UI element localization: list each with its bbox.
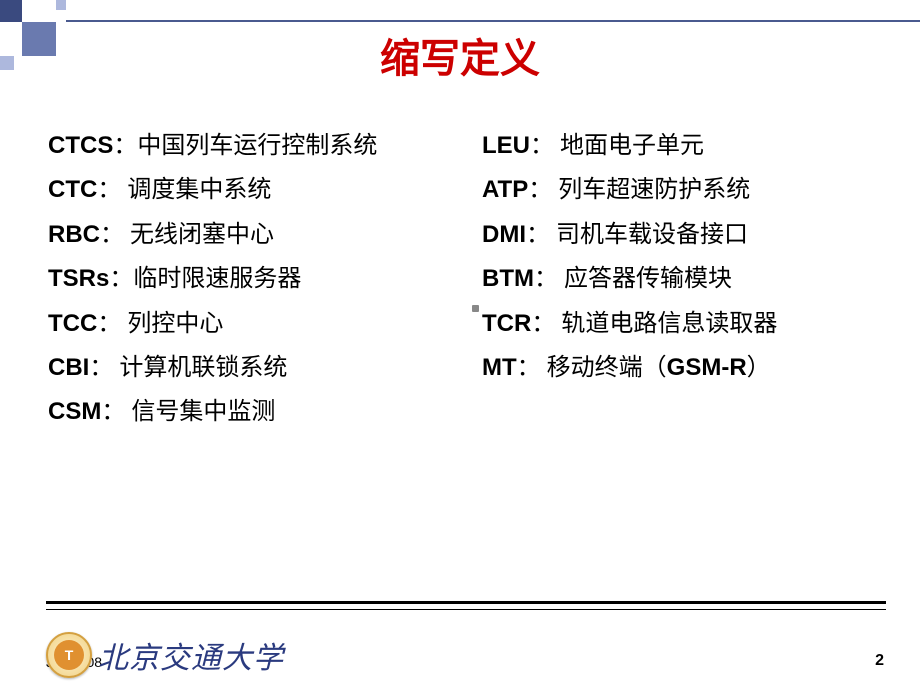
definition-row: CBI： 计算机联锁系统 xyxy=(48,346,456,390)
university-logo-wrap: T 北京交通大学 xyxy=(46,632,284,678)
corner-box xyxy=(56,0,66,10)
abbreviation: CBI xyxy=(48,354,89,381)
definition-row: CTC： 调度集中系统 xyxy=(48,168,456,212)
abbreviation: ATP xyxy=(482,176,528,203)
definition: 计算机联锁系统 xyxy=(119,355,287,381)
definition: 无线闭塞中心 xyxy=(130,222,274,248)
definition-row: DMI： 司机车载设备接口 xyxy=(482,213,890,257)
separator: ： xyxy=(89,355,119,381)
separator: ： xyxy=(517,355,547,381)
separator: ： xyxy=(101,399,131,425)
footer-rule-thick xyxy=(46,601,886,604)
abbreviation: CTCS xyxy=(48,132,113,159)
definition-row: CSM： 信号集中监测 xyxy=(48,390,456,434)
abbreviation: MT xyxy=(482,354,517,381)
definition: 信号集中监测 xyxy=(131,399,275,425)
university-name: 北京交通大学 xyxy=(98,633,284,677)
separator: ： xyxy=(528,177,558,203)
abbreviation: RBC xyxy=(48,221,100,248)
separator: ： xyxy=(534,266,564,292)
definition: 应答器传输模块 xyxy=(564,266,732,292)
abbreviation: TCC xyxy=(48,310,97,337)
seal-letter: T xyxy=(54,640,84,670)
abbreviation: CTC xyxy=(48,176,97,203)
definition-row: ATP： 列车超速防护系统 xyxy=(482,168,890,212)
separator: ： xyxy=(97,177,127,203)
right-column: LEU： 地面电子单元ATP： 列车超速防护系统DMI： 司机车载设备接口BTM… xyxy=(466,124,890,435)
separator: ： xyxy=(97,311,127,337)
separator: ： xyxy=(531,311,561,337)
definition-row: LEU： 地面电子单元 xyxy=(482,124,890,168)
definition-row: TCC： 列控中心 xyxy=(48,302,456,346)
abbreviation: BTM xyxy=(482,265,534,292)
corner-box xyxy=(22,22,56,56)
left-column: CTCS：中国列车运行控制系统CTC： 调度集中系统RBC： 无线闭塞中心TSR… xyxy=(48,124,466,435)
separator: ： xyxy=(526,222,556,248)
separator: ： xyxy=(530,133,560,159)
definition-row: TCR： 轨道电路信息读取器 xyxy=(482,302,890,346)
definition-row: MT： 移动终端（GSM-R） xyxy=(482,346,890,390)
definitions-content: CTCS：中国列车运行控制系统CTC： 调度集中系统RBC： 无线闭塞中心TSR… xyxy=(0,84,920,435)
abbreviation: DMI xyxy=(482,221,526,248)
page-title: 缩写定义 xyxy=(0,0,920,84)
footer-rule-thin xyxy=(46,609,886,610)
definition: 轨道电路信息读取器 xyxy=(561,311,777,337)
footer: Juli 2008 T 北京交通大学 2 xyxy=(0,616,920,690)
definition: 列车超速防护系统 xyxy=(558,177,750,203)
definition-row: CTCS：中国列车运行控制系统 xyxy=(48,124,456,168)
definition: 司机车载设备接口 xyxy=(556,222,748,248)
abbreviation: CSM xyxy=(48,398,101,425)
separator: ： xyxy=(100,222,130,248)
corner-box xyxy=(0,0,22,22)
definition: 地面电子单元 xyxy=(560,133,704,159)
page-number: 2 xyxy=(875,652,884,670)
corner-box xyxy=(0,56,14,70)
bullet-mark xyxy=(472,305,479,312)
definition: 临时限速服务器 xyxy=(133,266,301,292)
definition: 调度集中系统 xyxy=(127,177,271,203)
abbreviation: LEU xyxy=(482,132,530,159)
definition-latin: GSM-R xyxy=(667,354,747,381)
separator: ： xyxy=(113,133,137,159)
definition: 中国列车运行控制系统 xyxy=(137,133,377,159)
definition: 列控中心 xyxy=(127,311,223,337)
university-seal-icon: T xyxy=(46,632,92,678)
abbreviation: TSRs xyxy=(48,265,109,292)
definition-row: RBC： 无线闭塞中心 xyxy=(48,213,456,257)
definition: 移动终端（GSM-R） xyxy=(547,355,771,381)
definition-row: TSRs：临时限速服务器 xyxy=(48,257,456,301)
definition-row: BTM： 应答器传输模块 xyxy=(482,257,890,301)
header-rule xyxy=(66,20,920,22)
abbreviation: TCR xyxy=(482,310,531,337)
separator: ： xyxy=(109,266,133,292)
